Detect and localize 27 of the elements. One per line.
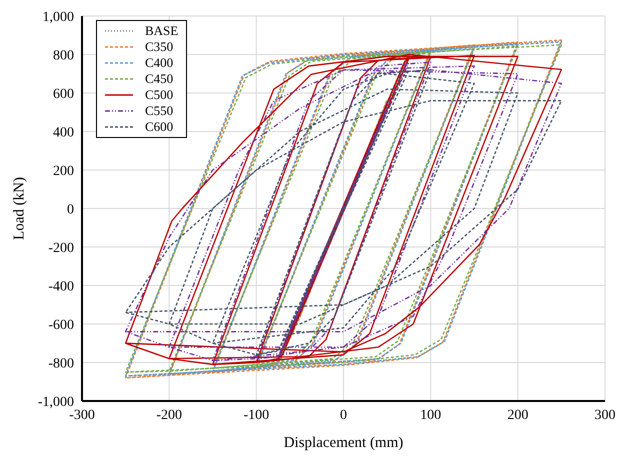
y-axis-title: Load (kN) bbox=[11, 177, 28, 240]
y-tick-label: 200 bbox=[53, 164, 74, 179]
legend-label: C400 bbox=[145, 55, 174, 71]
y-tick-label: 400 bbox=[53, 125, 74, 140]
x-tick-label: 200 bbox=[507, 408, 528, 423]
y-tick-label: 0 bbox=[67, 202, 74, 218]
x-tick-label: 0 bbox=[340, 408, 347, 423]
y-tick-label: 600 bbox=[53, 86, 74, 102]
x-axis-title: Displacement (mm) bbox=[284, 435, 404, 451]
legend-label: C500 bbox=[145, 87, 174, 103]
y-tick-label: -400 bbox=[48, 279, 74, 294]
y-tick-label: -1,000 bbox=[38, 394, 74, 410]
x-tick-label: -100 bbox=[243, 408, 270, 423]
y-tick-label: -200 bbox=[48, 240, 74, 256]
legend-label: C350 bbox=[145, 39, 174, 55]
legend-label: C550 bbox=[145, 103, 174, 119]
x-tick-label: -200 bbox=[156, 408, 182, 423]
y-tick-label: 1,000 bbox=[42, 10, 74, 25]
y-tick-label: -600 bbox=[48, 318, 74, 333]
y-tick-label: -800 bbox=[48, 356, 74, 372]
x-tick-label: 300 bbox=[594, 408, 616, 423]
legend-label: C600 bbox=[145, 119, 174, 135]
legend-label: BASE bbox=[145, 23, 178, 39]
legend-label: C450 bbox=[145, 71, 174, 87]
x-tick-label: -300 bbox=[69, 408, 95, 423]
x-tick-label: 100 bbox=[420, 408, 442, 423]
y-tick-label: 800 bbox=[53, 48, 74, 64]
